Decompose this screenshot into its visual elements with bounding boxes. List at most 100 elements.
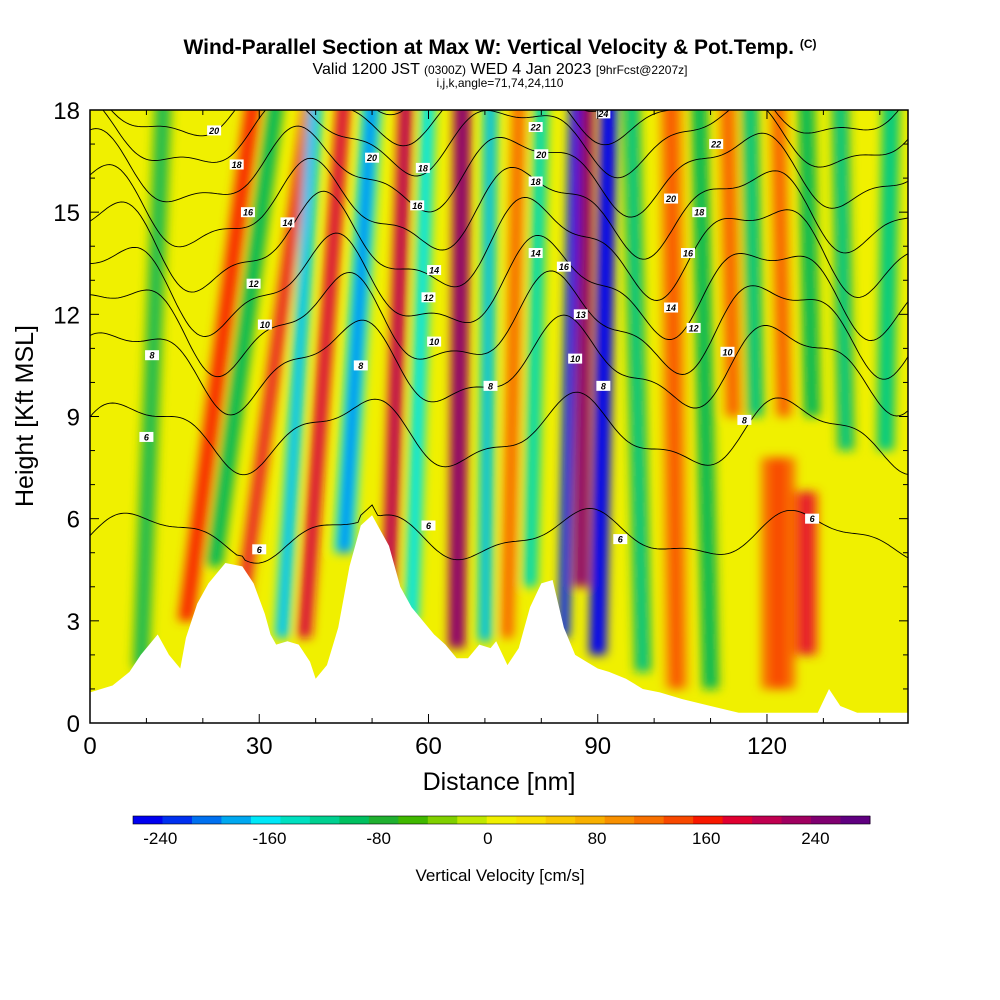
contour-label-bg-14 (353, 360, 368, 371)
velocity-core-4 (278, 110, 319, 638)
contour-label-36: 6 (257, 545, 263, 555)
theta-contour-18 (90, 125, 908, 218)
contour-label-22: 10 (570, 354, 580, 364)
contour-label-30: 12 (689, 323, 699, 333)
contour-label-bg-3 (280, 217, 295, 228)
colorbar-swatch-24 (840, 816, 871, 824)
velocity-core-0 (136, 110, 167, 669)
colorbar-tick-label-5: 160 (692, 829, 720, 848)
contour-label-3: 14 (282, 218, 292, 228)
contour-label-34: 6 (426, 521, 432, 531)
x-tick-label-60: 60 (415, 733, 442, 760)
contour-label-bg-25 (709, 139, 724, 150)
contour-label-bg-4 (246, 278, 261, 289)
velocity-core-9 (452, 110, 467, 649)
theta-contour-16 (90, 157, 908, 260)
contour-label-32: 8 (742, 415, 747, 425)
contour-label-bg-15 (483, 380, 498, 391)
velocity-core-18 (695, 110, 715, 689)
contour-label-1: 18 (232, 160, 242, 170)
velocity-core-20 (746, 110, 760, 417)
contour-label-bg-22 (568, 353, 583, 364)
theta-contour-12 (90, 232, 908, 341)
contour-label-bg-24 (596, 110, 611, 119)
contour-label-bg-26 (664, 193, 679, 204)
colorbar-swatch-20 (722, 816, 753, 824)
contour-label-bg-16 (528, 122, 543, 133)
colorbar-swatch-18 (663, 816, 694, 824)
y-tick-label-18: 18 (53, 98, 80, 125)
valid-date: WED 4 Jan 2023 (470, 61, 592, 78)
contour-label-bg-19 (528, 248, 543, 259)
y-tick-label-6: 6 (67, 507, 80, 534)
x-tick-label-30: 30 (246, 733, 273, 760)
theta-contour-10 (90, 270, 908, 380)
contour-label-20: 16 (559, 262, 570, 272)
velocity-core-5 (301, 110, 347, 638)
colorbar-tick-label-0: -240 (143, 829, 177, 848)
contour-label-19: 14 (531, 249, 541, 259)
theta-contour-6 (90, 391, 908, 476)
velocity-core-26 (801, 491, 812, 655)
colorbar-frame (132, 815, 871, 825)
contour-label-bg-34 (421, 520, 436, 531)
colorbar-swatch-13 (516, 816, 547, 824)
contour-label-11: 14 (429, 266, 439, 276)
contour-label-bg-29 (664, 302, 679, 313)
contour-label-12: 12 (423, 293, 433, 303)
x-tick-label-120: 120 (747, 733, 787, 760)
contour-label-bg-18 (528, 176, 543, 187)
contour-label-bg-5 (257, 319, 272, 330)
terrain (90, 515, 908, 723)
theta-contour-24 (376, 110, 602, 116)
contour-label-33: 6 (810, 514, 816, 524)
colorbar-tick-label-1: -160 (252, 829, 286, 848)
velocity-core-7 (385, 110, 409, 587)
theta-contours (90, 110, 908, 564)
velocity-core-23 (836, 110, 850, 451)
colorbar-label: Vertical Velocity [cm/s] (415, 866, 584, 885)
chart-indices: i,j,k,angle=71,74,24,110 (436, 76, 564, 90)
colorbar-swatch-10 (427, 816, 458, 824)
contour-label-bg-36 (252, 544, 267, 555)
velocity-core-16 (627, 110, 647, 672)
velocity-core-14 (577, 110, 590, 587)
velocity-core-17 (666, 110, 682, 689)
colorbar-tick-label-3: 0 (483, 829, 492, 848)
theta-contour-20 (102, 110, 908, 179)
velocity-core-19 (723, 110, 737, 417)
colorbar-tick-label-2: -80 (366, 829, 391, 848)
contour-label-18: 18 (531, 177, 541, 187)
contour-label-24: 24 (597, 109, 608, 119)
contour-label-bg-28 (680, 248, 695, 259)
colorbar-tick-label-6: 240 (801, 829, 829, 848)
y-tick-label-3: 3 (67, 609, 80, 636)
contour-label-8: 20 (366, 153, 377, 163)
contour-label-6: 8 (150, 351, 155, 361)
contour-label-bg-31 (720, 346, 735, 357)
velocity-core-13 (561, 110, 578, 638)
velocity-core-21 (774, 110, 788, 417)
contour-label-bg-20 (556, 261, 571, 272)
contour-label-16: 22 (530, 123, 541, 133)
contour-label-25: 22 (710, 140, 721, 150)
forecast-info: [9hrFcst@2207z] (595, 63, 688, 77)
contour-label-15: 8 (488, 381, 493, 391)
contour-label-bg-17 (534, 149, 549, 160)
y-tick-label-15: 15 (53, 200, 80, 227)
contour-label-0: 20 (208, 126, 219, 136)
contour-label-7: 6 (144, 432, 150, 442)
contour-label-35: 6 (618, 535, 624, 545)
contour-label-bg-35 (613, 534, 628, 545)
theta-contour-22 (110, 110, 900, 147)
colorbar-swatch-19 (693, 816, 724, 824)
contour-labels: 20 18 16 14 12 10 8 6 20 18 16 14 12 10 8 8 22 20 18 14 16 13… (139, 109, 820, 555)
colorbar-swatch-14 (545, 816, 576, 824)
velocity-core-6 (339, 110, 376, 553)
colorbar-swatch-12 (486, 816, 517, 824)
chart-subtitle: Valid 1200 JST (0300Z) WED 4 Jan 2023 [9… (312, 61, 688, 78)
contour-label-bg-27 (692, 207, 707, 218)
y-tick-label-0: 0 (67, 711, 80, 738)
colorbar-swatch-23 (811, 816, 842, 824)
theta-contour-6 (90, 504, 908, 564)
